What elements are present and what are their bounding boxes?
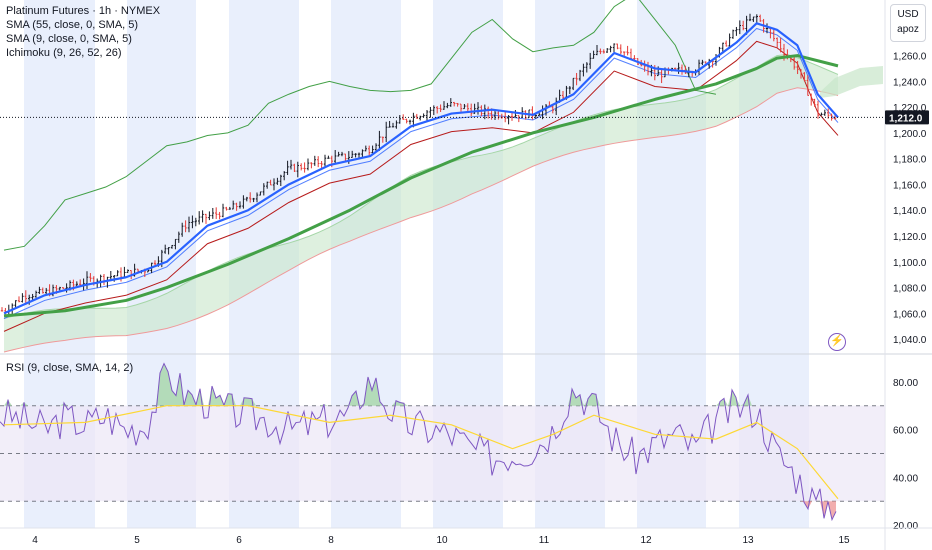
last-price-label: 1,212.0 — [889, 113, 923, 124]
ichimoku-base-line — [3, 40, 839, 332]
ichimoku-leading-span-a — [3, 53, 839, 319]
legend-sma9[interactable]: SMA (9, close, 0, SMA, 5) — [6, 33, 132, 45]
legend-rsi[interactable]: RSI (9, close, SMA, 14, 2) — [6, 362, 134, 374]
ichimoku-cloud — [4, 54, 838, 353]
legend-ichimoku[interactable]: Ichimoku (9, 26, 52, 26) — [6, 47, 122, 59]
y-tick-label: 1,100.0 — [893, 258, 927, 269]
x-tick-label: 13 — [742, 535, 754, 546]
rsi-oversold-fill — [0, 501, 836, 520]
x-tick-label: 12 — [640, 535, 652, 546]
x-tick-label: 11 — [539, 535, 550, 546]
x-tick-label: 8 — [328, 535, 334, 546]
legend-title[interactable]: Platinum Futures · 1h · NYMEX — [6, 5, 161, 17]
lightning-bolt-icon[interactable]: ⚡ — [828, 333, 846, 351]
rsi-legend: RSI (9, close, SMA, 14, 2) — [6, 361, 133, 375]
y-tick-label: 1,260.0 — [893, 52, 927, 63]
rsi-y-tick-label: 60.00 — [893, 426, 918, 437]
y-tick-label: 1,160.0 — [893, 180, 927, 191]
x-tick-label: 4 — [32, 535, 38, 546]
y-tick-label: 1,060.0 — [893, 309, 927, 320]
x-tick-label: 6 — [236, 535, 242, 546]
currency-label: USD — [897, 9, 919, 20]
sma9-line — [3, 22, 839, 315]
rsi-y-tick-label: 20.00 — [893, 521, 918, 532]
sma55-line — [3, 54, 839, 318]
rsi-overbought-fill — [0, 363, 836, 406]
currency-unit-button[interactable]: USD apoz — [890, 4, 926, 42]
y-tick-label: 1,080.0 — [893, 284, 927, 295]
x-tick-label: 10 — [436, 535, 448, 546]
y-tick-label: 1,220.0 — [893, 103, 927, 114]
last-price-tag — [885, 110, 929, 125]
y-tick-label: 1,180.0 — [893, 155, 927, 166]
ichimoku-leading-span-b — [3, 87, 839, 353]
rsi-y-tick-label: 80.00 — [893, 378, 918, 389]
ichimoku-lagging-span — [3, 0, 717, 251]
y-tick-label: 1,040.0 — [893, 335, 927, 346]
scale-mode-label: apoz — [897, 24, 919, 35]
x-tick-label: 5 — [134, 535, 140, 546]
rsi-line — [0, 362, 837, 522]
y-tick-label: 1,120.0 — [893, 232, 927, 243]
candles — [0, 13, 837, 316]
y-tick-label: 1,200.0 — [893, 129, 927, 140]
x-tick-label: 15 — [838, 535, 850, 546]
y-tick-label: 1,140.0 — [893, 206, 927, 217]
ichimoku-cloud-future — [820, 66, 883, 98]
main-legend: Platinum Futures · 1h · NYMEX SMA (55, c… — [6, 4, 160, 60]
rsi-ma-line — [3, 405, 839, 500]
rsi-y-tick-label: 40.00 — [893, 473, 918, 484]
legend-sma55[interactable]: SMA (55, close, 0, SMA, 5) — [6, 19, 139, 31]
ichimoku-conversion-line — [3, 27, 839, 319]
y-tick-label: 1,240.0 — [893, 77, 927, 88]
